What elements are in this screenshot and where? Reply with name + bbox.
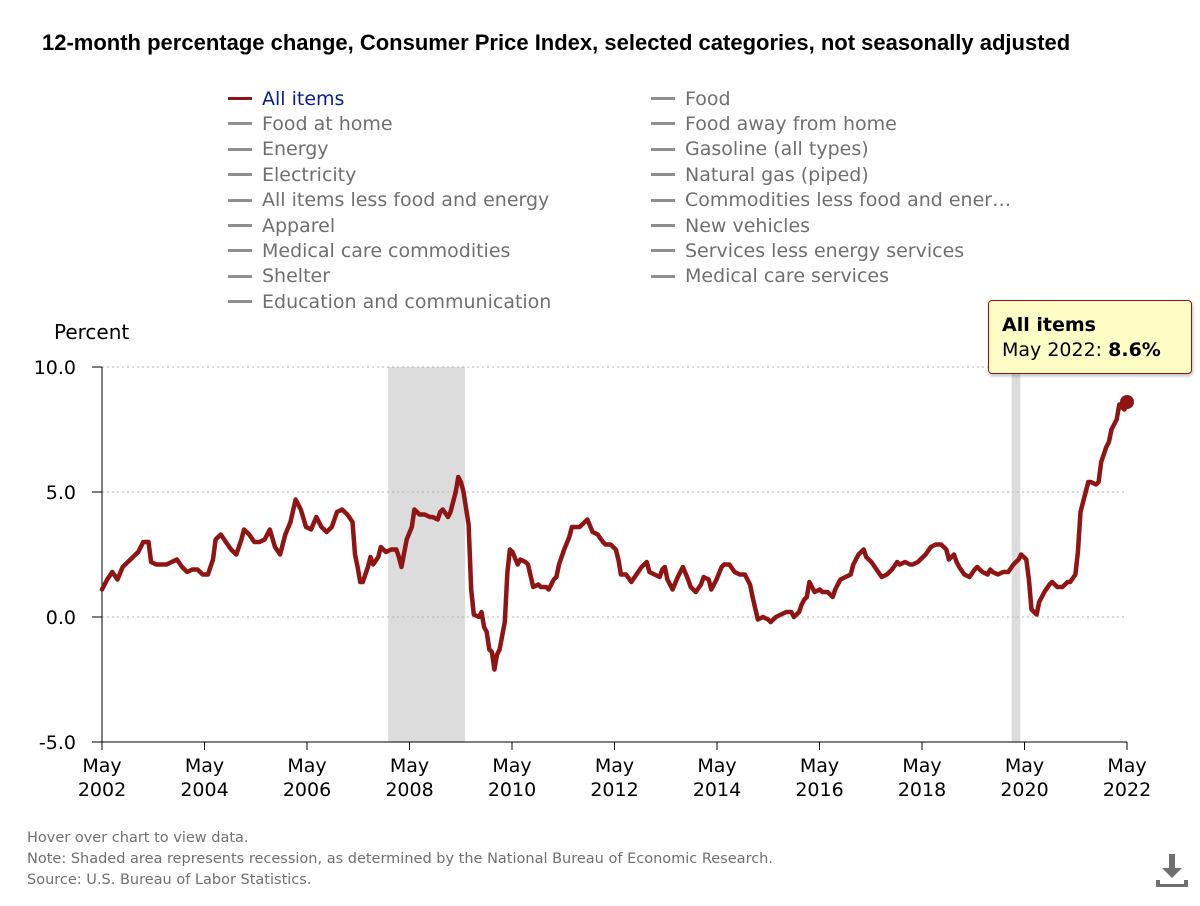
legend-label: Gasoline (all types) — [685, 138, 869, 161]
legend-item[interactable]: Education and communication — [228, 289, 551, 314]
recession-band — [1011, 367, 1021, 742]
legend-label: Electricity — [262, 163, 357, 186]
x-tick-month: May — [697, 755, 736, 777]
legend-swatch — [651, 249, 675, 253]
tooltip-series: All items — [1002, 314, 1096, 336]
legend-item[interactable]: Gasoline (all types) — [651, 137, 869, 162]
x-tick-month: May — [390, 755, 429, 777]
x-tick-year: 2006 — [283, 779, 331, 801]
legend-item[interactable]: Services less energy services — [651, 238, 964, 263]
legend-label: Commodities less food and ener… — [685, 189, 1012, 212]
highlight-point[interactable] — [1120, 395, 1134, 409]
x-tick-month: May — [82, 755, 121, 777]
legend-swatch — [228, 198, 252, 202]
x-tick-year: 2012 — [590, 779, 638, 801]
x-tick-month: May — [1107, 755, 1146, 777]
legend-item[interactable]: Apparel — [228, 213, 335, 238]
legend-swatch — [228, 224, 252, 227]
download-icon[interactable] — [1152, 850, 1192, 890]
legend-swatch — [651, 97, 675, 100]
legend-label: Services less energy services — [685, 239, 965, 262]
legend-item[interactable]: New vehicles — [651, 213, 810, 238]
x-tick-month: May — [902, 755, 941, 777]
recession-note: Note: Shaded area represents recession, … — [27, 851, 773, 867]
x-tick-month: May — [185, 755, 224, 777]
chart-title: 12-month percentage change, Consumer Pri… — [42, 30, 1071, 55]
tooltip-value: 8.6% — [1108, 339, 1161, 361]
legend-item[interactable]: All items — [228, 86, 344, 111]
legend-swatch — [651, 122, 675, 126]
x-tick-year: 2010 — [488, 779, 536, 801]
legend-item[interactable]: Energy — [228, 137, 329, 162]
x-tick-year: 2016 — [795, 779, 843, 801]
x-tick-year: 2022 — [1103, 779, 1151, 801]
x-tick-month: May — [1005, 755, 1044, 777]
legend-item[interactable]: Medical care commodities — [228, 238, 510, 263]
legend-item[interactable]: Shelter — [228, 264, 330, 289]
legend-swatch — [228, 300, 252, 304]
hover-hint: Hover over chart to view data. — [27, 830, 249, 846]
legend-item[interactable]: Food away from home — [651, 111, 897, 136]
legend-swatch — [651, 198, 675, 202]
x-tick-year: 2002 — [78, 779, 126, 801]
tooltip-date: May 2022: — [1002, 339, 1103, 361]
x-tick-year: 2018 — [898, 779, 946, 801]
legend-swatch — [228, 173, 252, 177]
legend-label: Food away from home — [685, 112, 897, 135]
x-tick-year: 2004 — [180, 779, 228, 801]
legend-label: Education and communication — [262, 290, 552, 313]
legend-item[interactable]: Electricity — [228, 162, 356, 187]
legend-label: New vehicles — [685, 214, 811, 237]
legend-label: Apparel — [262, 214, 336, 237]
legend-item[interactable]: Natural gas (piped) — [651, 162, 869, 187]
legend-label: Food — [685, 87, 731, 110]
y-tick-label: 5.0 — [46, 482, 76, 504]
x-tick-month: May — [287, 755, 326, 777]
legend-label: Medical care commodities — [262, 239, 511, 262]
legend-label: All items — [262, 87, 345, 110]
x-tick-month: May — [800, 755, 839, 777]
legend-swatch — [228, 147, 252, 151]
legend-swatch — [651, 274, 675, 278]
legend-label: Natural gas (piped) — [685, 163, 869, 186]
x-tick-month: May — [595, 755, 634, 777]
x-tick-month: May — [492, 755, 531, 777]
legend-label: All items less food and energy — [262, 189, 550, 212]
legend-label: Medical care services — [685, 265, 889, 288]
legend-item[interactable]: Food — [651, 86, 731, 111]
legend-swatch — [651, 173, 675, 177]
y-tick-label: 10.0 — [34, 357, 76, 379]
x-tick-year: 2020 — [1000, 779, 1048, 801]
legend-swatch — [228, 249, 252, 253]
legend-swatch — [651, 147, 675, 151]
legend-label: Energy — [262, 138, 329, 161]
legend-item[interactable]: Food at home — [228, 111, 393, 136]
series-line-all-items[interactable] — [99, 399, 1130, 672]
x-tick-year: 2014 — [693, 779, 741, 801]
data-tooltip: All items May 2022: 8.6% — [988, 300, 1192, 374]
y-tick-label: -5.0 — [39, 732, 76, 754]
footnotes: Hover over chart to view data. Note: Sha… — [27, 828, 773, 891]
y-axis-title: Percent — [54, 320, 130, 344]
legend-swatch — [228, 97, 252, 100]
y-tick-label: 0.0 — [46, 607, 76, 629]
recession-band — [388, 367, 466, 742]
legend-swatch — [651, 224, 675, 227]
legend-label: Food at home — [262, 112, 393, 135]
x-tick-year: 2008 — [385, 779, 433, 801]
source-note: Source: U.S. Bureau of Labor Statistics. — [27, 872, 312, 888]
legend-item[interactable]: Commodities less food and ener… — [651, 188, 1011, 213]
legend-label: Shelter — [262, 265, 331, 288]
legend-item[interactable]: All items less food and energy — [228, 188, 549, 213]
legend-swatch — [228, 122, 252, 126]
legend-item[interactable]: Medical care services — [651, 264, 889, 289]
legend-swatch — [228, 274, 252, 278]
